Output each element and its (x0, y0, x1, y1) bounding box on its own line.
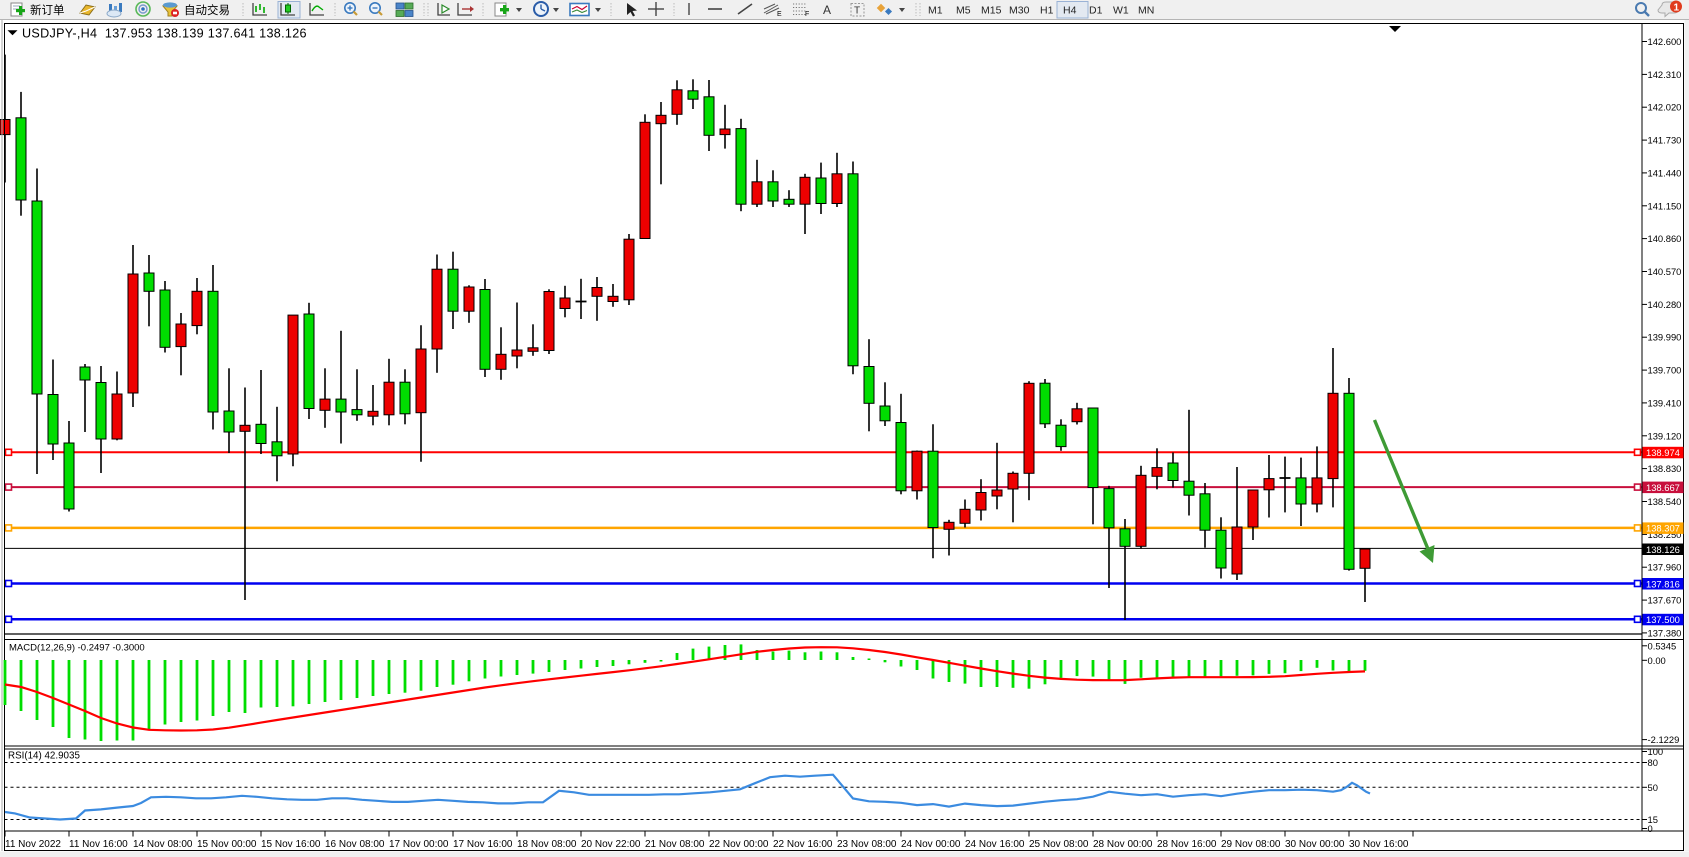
svg-text:H4: H4 (1063, 5, 1077, 17)
svg-text:138.540: 138.540 (1648, 496, 1682, 507)
svg-text:W1: W1 (1113, 5, 1129, 17)
svg-text:140.570: 140.570 (1648, 266, 1682, 277)
svg-text:141.730: 141.730 (1648, 135, 1682, 146)
svg-text:137.380: 137.380 (1648, 627, 1682, 638)
svg-text:25 Nov 08:00: 25 Nov 08:00 (1029, 839, 1089, 850)
svg-text:F: F (805, 11, 809, 18)
svg-text:142.600: 142.600 (1648, 36, 1682, 47)
svg-text:M30: M30 (1009, 5, 1030, 17)
svg-text:18 Nov 08:00: 18 Nov 08:00 (517, 839, 577, 850)
svg-text:142.310: 142.310 (1648, 69, 1682, 80)
svg-text:自动交易: 自动交易 (184, 3, 230, 17)
svg-text:100: 100 (1648, 746, 1664, 757)
svg-text:17 Nov 16:00: 17 Nov 16:00 (453, 839, 513, 850)
svg-text:139.990: 139.990 (1648, 332, 1682, 343)
svg-text:28 Nov 00:00: 28 Nov 00:00 (1093, 839, 1153, 850)
svg-text:-2.1229: -2.1229 (1648, 734, 1680, 745)
svg-text:139.410: 139.410 (1648, 397, 1682, 408)
svg-text:140.860: 140.860 (1648, 233, 1682, 244)
svg-text:137.960: 137.960 (1648, 562, 1682, 573)
svg-text:28 Nov 16:00: 28 Nov 16:00 (1157, 839, 1217, 850)
svg-text:141.440: 141.440 (1648, 167, 1682, 178)
svg-text:E: E (777, 11, 782, 18)
svg-text:23 Nov 08:00: 23 Nov 08:00 (837, 839, 897, 850)
svg-text:15 Nov 16:00: 15 Nov 16:00 (261, 839, 321, 850)
svg-text:14 Nov 08:00: 14 Nov 08:00 (133, 839, 193, 850)
svg-text:0.00: 0.00 (1648, 655, 1666, 666)
svg-text:新订单: 新订单 (30, 3, 65, 17)
svg-text:1: 1 (1674, 3, 1680, 14)
svg-text:MN: MN (1138, 5, 1154, 17)
svg-text:M1: M1 (928, 5, 943, 17)
svg-text:50: 50 (1648, 782, 1658, 793)
svg-text:16 Nov 08:00: 16 Nov 08:00 (325, 839, 385, 850)
svg-text:H1: H1 (1040, 5, 1054, 17)
svg-text:11 Nov 2022: 11 Nov 2022 (5, 839, 61, 850)
svg-text:T: T (854, 6, 860, 17)
svg-text:D1: D1 (1089, 5, 1103, 17)
svg-text:USDJPY-,H4 137.953 138.139 13: USDJPY-,H4 137.953 138.139 137.641 138.1… (22, 27, 307, 41)
svg-text:11 Nov 16:00: 11 Nov 16:00 (69, 839, 128, 850)
svg-text:138.974: 138.974 (1646, 447, 1680, 458)
svg-text:MACD(12,26,9) -0.2497 -0.3000: MACD(12,26,9) -0.2497 -0.3000 (9, 643, 145, 654)
svg-text:141.150: 141.150 (1648, 200, 1682, 211)
svg-text:M15: M15 (981, 5, 1002, 17)
svg-text:139.700: 139.700 (1648, 365, 1682, 376)
svg-text:137.500: 137.500 (1646, 614, 1680, 625)
svg-text:15 Nov 00:00: 15 Nov 00:00 (197, 839, 257, 850)
svg-text:22 Nov 16:00: 22 Nov 16:00 (773, 839, 833, 850)
svg-text:30 Nov 00:00: 30 Nov 00:00 (1285, 839, 1345, 850)
svg-text:0: 0 (1648, 823, 1653, 834)
svg-text:138.830: 138.830 (1648, 463, 1682, 474)
svg-text:137.670: 137.670 (1648, 595, 1682, 606)
svg-text:29 Nov 08:00: 29 Nov 08:00 (1221, 839, 1281, 850)
svg-text:80: 80 (1648, 757, 1658, 768)
svg-text:22 Nov 00:00: 22 Nov 00:00 (709, 839, 769, 850)
svg-text:142.020: 142.020 (1648, 102, 1682, 113)
svg-text:RSI(14) 42.9035: RSI(14) 42.9035 (8, 751, 80, 762)
svg-text:21 Nov 08:00: 21 Nov 08:00 (645, 839, 705, 850)
svg-text:24 Nov 16:00: 24 Nov 16:00 (965, 839, 1025, 850)
svg-text:M5: M5 (956, 5, 971, 17)
svg-text:138.667: 138.667 (1646, 482, 1680, 493)
svg-text:138.307: 138.307 (1646, 523, 1680, 534)
svg-text:30 Nov 16:00: 30 Nov 16:00 (1349, 839, 1409, 850)
svg-text:138.126: 138.126 (1646, 544, 1680, 555)
svg-text:24 Nov 00:00: 24 Nov 00:00 (901, 839, 961, 850)
svg-text:20 Nov 22:00: 20 Nov 22:00 (581, 839, 641, 850)
svg-text:140.280: 140.280 (1648, 299, 1682, 310)
svg-text:0.5345: 0.5345 (1648, 640, 1677, 651)
svg-text:17 Nov 00:00: 17 Nov 00:00 (389, 839, 449, 850)
svg-text:138.250: 138.250 (1648, 529, 1682, 540)
svg-text:A: A (823, 3, 831, 17)
svg-text:15: 15 (1648, 814, 1658, 825)
svg-text:137.816: 137.816 (1646, 578, 1680, 589)
svg-text:139.120: 139.120 (1648, 430, 1682, 441)
